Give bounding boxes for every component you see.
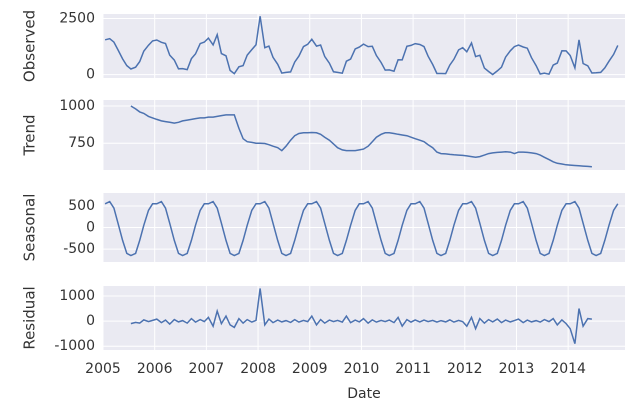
x-tick-label: 2009 bbox=[292, 361, 328, 377]
x-tick-label: 2007 bbox=[189, 361, 225, 377]
series-line bbox=[130, 105, 592, 168]
x-tick-label: 2006 bbox=[137, 361, 173, 377]
x-tick-label: 2013 bbox=[499, 361, 535, 377]
y-axis-label: Seasonal bbox=[21, 194, 39, 262]
y-axis-label: Observed bbox=[21, 10, 39, 82]
y-tick-label: 0 bbox=[86, 313, 95, 329]
y-tick-label: 750 bbox=[68, 135, 95, 151]
x-tick-label: 2014 bbox=[550, 361, 586, 377]
panel-background bbox=[103, 14, 625, 78]
series-line bbox=[104, 200, 619, 257]
y-axis-label: Trend bbox=[21, 114, 39, 156]
y-tick-label: 2500 bbox=[59, 10, 95, 26]
y-tick-label: 500 bbox=[68, 198, 95, 214]
x-tick-label: 2008 bbox=[240, 361, 276, 377]
x-axis-label: Date bbox=[347, 386, 380, 402]
y-tick-label: 0 bbox=[86, 220, 95, 236]
y-axis-label: Residual bbox=[21, 286, 39, 349]
y-tick-label: 1000 bbox=[59, 98, 95, 114]
series-line bbox=[104, 16, 619, 76]
y-tick-label: -1000 bbox=[54, 338, 95, 354]
series-line bbox=[130, 288, 592, 344]
x-tick-label: 2012 bbox=[447, 361, 483, 377]
y-tick-label: -500 bbox=[63, 241, 95, 257]
y-tick-label: 1000 bbox=[59, 288, 95, 304]
x-tick-label: 2010 bbox=[344, 361, 380, 377]
panel-background bbox=[103, 100, 625, 170]
x-tick-label: 2005 bbox=[85, 361, 121, 377]
panel-background bbox=[103, 286, 625, 350]
y-tick-label: 0 bbox=[86, 67, 95, 83]
x-tick-label: 2011 bbox=[395, 361, 431, 377]
